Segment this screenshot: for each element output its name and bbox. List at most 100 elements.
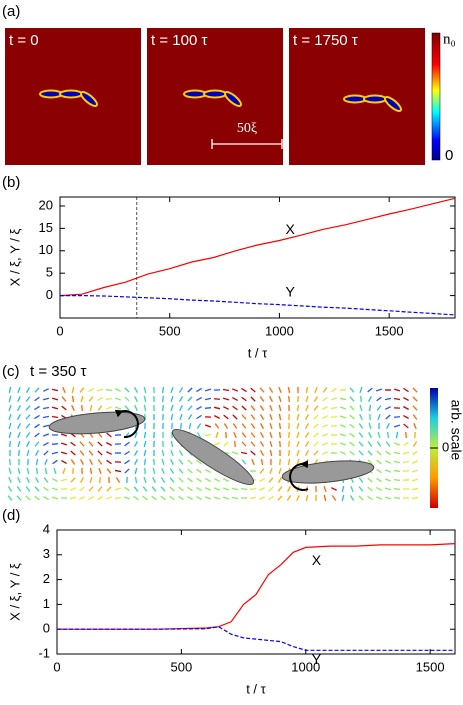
arrow	[169, 495, 175, 501]
x-tick-label: 0	[56, 323, 63, 338]
vortex	[224, 91, 242, 107]
arrow	[43, 477, 49, 483]
x-tick-label: 1000	[265, 323, 294, 338]
arrow	[98, 467, 102, 475]
arrow	[97, 495, 103, 501]
arrow	[44, 458, 48, 466]
arrow	[134, 467, 138, 475]
x-tick-label: 500	[159, 323, 181, 338]
arrow	[349, 432, 355, 438]
arrow	[403, 406, 409, 410]
arrow	[393, 416, 401, 418]
arrow	[43, 486, 49, 492]
arrow	[349, 423, 355, 429]
arrow	[25, 423, 31, 429]
frame-label: t = 1750 τ	[293, 32, 358, 49]
arrow	[232, 397, 238, 401]
arrow	[241, 387, 247, 393]
arrow	[349, 405, 355, 411]
arrow	[313, 396, 319, 402]
arrow	[196, 486, 202, 492]
arrow	[105, 398, 113, 400]
arrow	[367, 477, 373, 483]
arrow	[88, 450, 94, 456]
arrow	[349, 441, 355, 447]
arrow	[403, 423, 409, 429]
arrow	[288, 440, 290, 448]
arrow	[358, 450, 364, 456]
arrow	[106, 468, 112, 474]
arrow	[124, 468, 130, 474]
arrow	[105, 406, 113, 410]
arrow	[25, 432, 31, 438]
arrow	[393, 442, 401, 446]
arrow	[339, 397, 347, 401]
arrow	[339, 424, 347, 428]
arrow	[51, 451, 59, 455]
arrow	[223, 423, 229, 429]
arrow	[322, 451, 328, 455]
arrow	[321, 424, 329, 428]
arrow	[143, 395, 147, 403]
arrow	[187, 477, 193, 483]
arrow	[71, 395, 75, 403]
arrow	[114, 469, 122, 473]
arrow	[178, 468, 184, 474]
arrow	[142, 495, 148, 501]
arrow	[115, 388, 121, 392]
arrow	[411, 496, 419, 500]
arrow	[51, 487, 59, 491]
arrow	[196, 396, 202, 402]
arrow	[305, 494, 309, 502]
arrow	[205, 469, 211, 473]
arrow	[278, 404, 282, 412]
arrow	[196, 387, 202, 393]
panel-label: (d)	[2, 507, 20, 524]
arrow	[358, 423, 364, 429]
arrow	[259, 414, 265, 420]
arrow	[161, 458, 165, 466]
arrow	[259, 477, 265, 483]
arrow	[51, 388, 59, 392]
arrow	[161, 449, 165, 457]
arrow	[386, 423, 390, 429]
arrow	[88, 495, 94, 501]
arrow	[8, 467, 12, 475]
arrow	[223, 478, 229, 482]
arrow	[349, 387, 355, 393]
arrow	[215, 431, 219, 439]
arrow	[233, 431, 237, 439]
arrow	[204, 496, 212, 500]
arrow	[296, 440, 300, 448]
arrow	[403, 414, 409, 420]
arrow	[313, 405, 319, 411]
arrow	[60, 478, 68, 482]
arrow	[384, 478, 392, 482]
y-tick-label: 10	[39, 242, 53, 257]
arrow	[143, 404, 147, 412]
arrow	[339, 415, 347, 419]
arrow	[25, 405, 31, 411]
arrow	[339, 433, 347, 437]
arrow	[170, 395, 174, 403]
arrow	[80, 477, 84, 483]
arrow	[278, 413, 282, 421]
arrow	[34, 396, 40, 402]
arrow	[170, 404, 174, 412]
arrow	[151, 495, 157, 501]
arrow	[349, 495, 355, 501]
y-tick-label: 3	[43, 546, 50, 561]
arrow	[25, 414, 31, 420]
arrow	[384, 487, 392, 491]
arrow	[350, 485, 354, 493]
arrow	[170, 386, 174, 394]
arrow	[287, 458, 291, 466]
arrow	[17, 440, 21, 448]
arrow	[8, 422, 12, 430]
panel-title: t = 350 τ	[30, 363, 86, 380]
arrow	[105, 496, 113, 500]
arrow	[358, 477, 364, 483]
arrow	[25, 495, 31, 501]
